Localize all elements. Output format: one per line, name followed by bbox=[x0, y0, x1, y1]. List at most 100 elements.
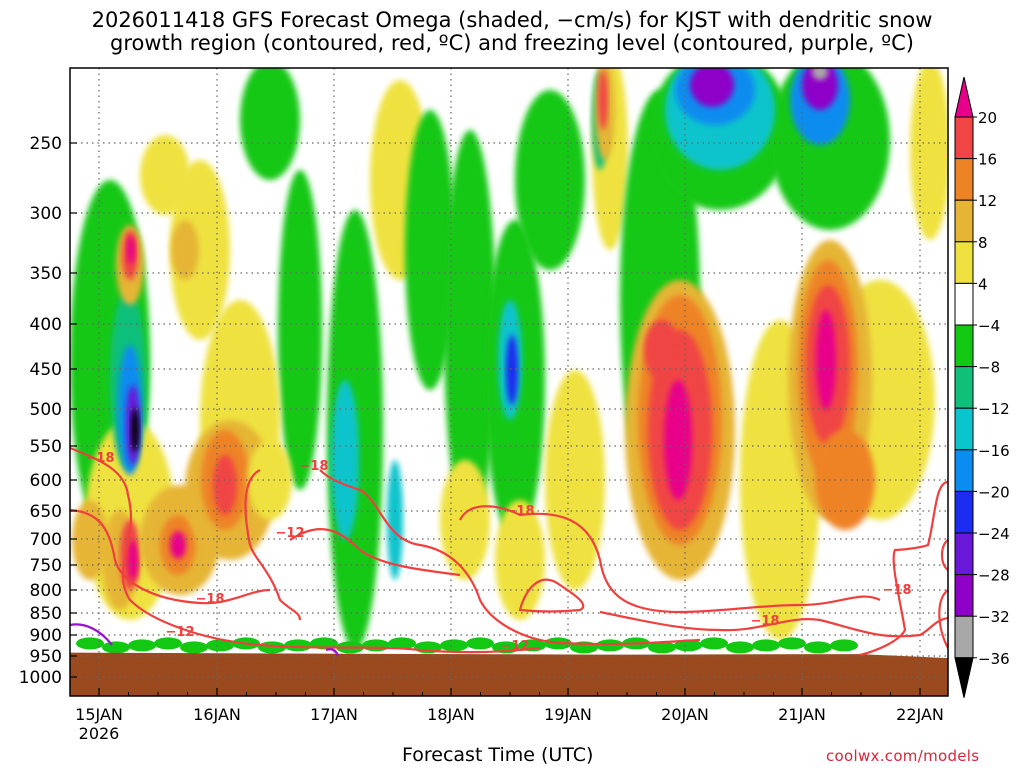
omega-region bbox=[466, 637, 494, 650]
omega-region bbox=[804, 641, 832, 654]
terrain-fill bbox=[70, 652, 948, 696]
y-tick-label: 650 bbox=[30, 502, 62, 522]
y-tick-label: 300 bbox=[30, 204, 62, 224]
colorbar-swatch bbox=[954, 158, 974, 201]
colorbar-swatch bbox=[954, 199, 974, 243]
omega-region bbox=[816, 310, 836, 410]
y-tick-label: 600 bbox=[30, 471, 62, 491]
contour-label: −18 bbox=[506, 504, 535, 519]
omega-region bbox=[700, 637, 728, 650]
colorbar-swatch bbox=[954, 574, 974, 617]
omega-region bbox=[206, 639, 234, 652]
y-axis: 2503003504004505005506006507007508008509… bbox=[19, 134, 77, 688]
colorbar-swatch bbox=[954, 116, 974, 160]
y-tick-label: 250 bbox=[30, 134, 62, 154]
omega-region bbox=[545, 370, 605, 590]
colorbar-label: −16 bbox=[978, 442, 1010, 460]
omega-shading bbox=[70, 68, 948, 654]
x-tick-label: 18JAN bbox=[427, 705, 475, 724]
y-tick-label: 750 bbox=[30, 556, 62, 576]
terrain-layer bbox=[70, 652, 948, 696]
omega-region bbox=[726, 641, 754, 654]
colorbar-label: −36 bbox=[978, 650, 1010, 668]
contour-layer: −18 −18 −18 −18 −18 −18 −12 −12 −12 bbox=[70, 446, 948, 657]
y-tick-label: 700 bbox=[30, 530, 62, 550]
omega-region bbox=[171, 220, 199, 280]
omega-region bbox=[648, 641, 676, 654]
omega-region bbox=[127, 236, 135, 264]
omega-region bbox=[140, 135, 190, 215]
omega-region bbox=[102, 641, 130, 654]
omega-region bbox=[248, 440, 292, 520]
omega-region bbox=[278, 170, 322, 490]
y-tick-label: 400 bbox=[30, 315, 62, 335]
omega-region bbox=[180, 641, 208, 654]
x-tick-label: 21JAN bbox=[778, 705, 826, 724]
omega-region bbox=[440, 460, 490, 580]
omega-region bbox=[76, 637, 104, 650]
omega-region bbox=[596, 639, 624, 652]
omega-region bbox=[387, 460, 403, 580]
colorbar-swatch bbox=[954, 366, 974, 409]
x-tick-label: 22JAN bbox=[896, 705, 944, 724]
omega-region bbox=[515, 90, 585, 270]
x-tick-label: 15JAN bbox=[75, 705, 123, 724]
colorbar-arrow-bottom bbox=[954, 657, 974, 698]
omega-region bbox=[802, 68, 838, 110]
chart-title-line-2: growth region (contoured, red, ºC) and f… bbox=[110, 31, 914, 55]
dendritic-growth-contour bbox=[459, 505, 881, 614]
grid-lines bbox=[70, 68, 948, 696]
omega-region bbox=[131, 408, 139, 452]
omega-region bbox=[170, 531, 186, 559]
contour-label: −18 bbox=[86, 451, 115, 466]
omega-region bbox=[598, 70, 608, 130]
colorbar-label: −28 bbox=[978, 567, 1010, 585]
contour-label: −12 bbox=[276, 526, 305, 541]
contour-label: −18 bbox=[196, 592, 225, 607]
omega-region bbox=[128, 540, 138, 580]
chart-title-line-1: 2026011418 GFS Forecast Omega (shaded, −… bbox=[91, 8, 933, 32]
omega-region bbox=[812, 68, 828, 80]
contour-label: −18 bbox=[751, 614, 780, 629]
y-tick-label: 800 bbox=[30, 581, 62, 601]
dendritic-growth-contour bbox=[244, 469, 302, 621]
dendritic-growth-contour bbox=[518, 578, 585, 613]
omega-region bbox=[331, 380, 359, 540]
dendritic-growth-contour bbox=[938, 589, 948, 649]
colorbar-swatch bbox=[954, 449, 974, 492]
y-tick-label: 350 bbox=[30, 264, 62, 284]
dendritic-growth-contour bbox=[70, 508, 271, 605]
x-tick-label: 17JAN bbox=[310, 705, 358, 724]
omega-region bbox=[284, 639, 312, 652]
omega-region bbox=[128, 639, 156, 652]
colorbar-label: −12 bbox=[978, 400, 1010, 418]
freezing-level-contour bbox=[70, 623, 113, 646]
omega-region bbox=[830, 639, 858, 652]
dendritic-growth-contour bbox=[859, 480, 948, 657]
colorbar-swatch bbox=[954, 241, 974, 284]
colorbar-swatch bbox=[954, 282, 974, 326]
omega-region bbox=[213, 455, 237, 515]
dendritic-growth-contour bbox=[599, 610, 948, 638]
x-tick-label: 16JAN bbox=[193, 705, 241, 724]
omega-region bbox=[388, 637, 416, 650]
contour-label: −12 bbox=[501, 639, 530, 654]
colorbar-swatch bbox=[954, 407, 974, 451]
colorbar-label: 16 bbox=[978, 151, 997, 169]
omega-region bbox=[444, 130, 496, 530]
colorbar-label: −32 bbox=[978, 608, 1010, 626]
x-tick-sublabel: 2026 bbox=[79, 724, 120, 743]
colorbar-label: −8 bbox=[978, 359, 1000, 377]
omega-region bbox=[690, 68, 734, 107]
x-tick-label: 20JAN bbox=[661, 705, 709, 724]
dendritic-growth-contour bbox=[940, 539, 948, 571]
colorbar-swatch bbox=[954, 532, 974, 576]
colorbar-swatch bbox=[954, 615, 974, 659]
omega-region bbox=[440, 639, 468, 652]
colorbar-label: 12 bbox=[978, 192, 997, 210]
x-tick-label: 19JAN bbox=[544, 705, 592, 724]
omega-region bbox=[644, 320, 680, 380]
omega-region bbox=[910, 68, 948, 240]
omega-region bbox=[752, 639, 780, 652]
dendritic-growth-contour bbox=[319, 469, 701, 646]
